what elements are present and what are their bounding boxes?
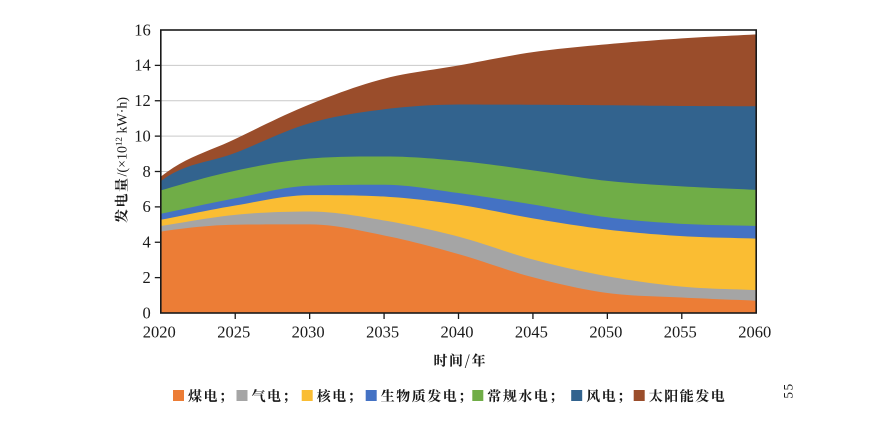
svg-text:10: 10 (134, 126, 151, 145)
svg-text:14: 14 (134, 56, 151, 75)
svg-text:2030: 2030 (292, 323, 325, 342)
svg-text:2045: 2045 (515, 323, 548, 342)
svg-text:2050: 2050 (589, 323, 622, 342)
svg-text:0: 0 (143, 303, 151, 322)
svg-text:2: 2 (143, 268, 151, 287)
svg-text:2040: 2040 (441, 323, 474, 342)
svg-text:2035: 2035 (366, 323, 399, 342)
svg-text:8: 8 (143, 162, 151, 181)
svg-text:6: 6 (143, 197, 151, 216)
svg-text:16: 16 (134, 20, 151, 39)
svg-text:2020: 2020 (143, 323, 176, 342)
svg-text:2025: 2025 (217, 323, 250, 342)
svg-text:2055: 2055 (664, 323, 697, 342)
svg-text:2060: 2060 (738, 323, 771, 342)
svg-text:4: 4 (143, 233, 151, 252)
svg-text:12: 12 (134, 91, 151, 110)
